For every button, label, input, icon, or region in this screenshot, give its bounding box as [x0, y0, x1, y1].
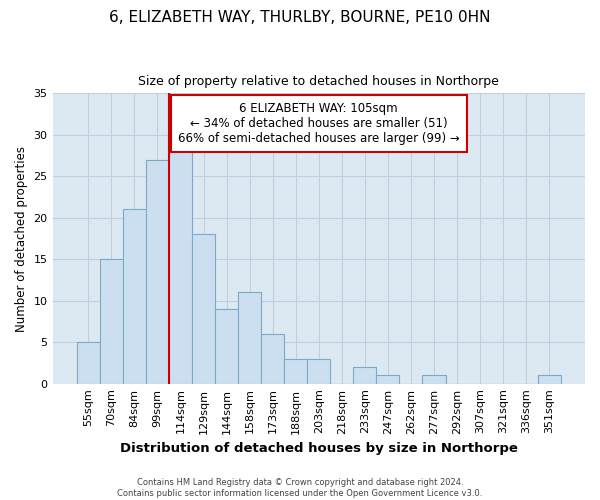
Bar [238, 292, 261, 384]
Text: Contains HM Land Registry data © Crown copyright and database right 2024.
Contai: Contains HM Land Registry data © Crown c… [118, 478, 482, 498]
Text: 6, ELIZABETH WAY, THURLBY, BOURNE, PE10 0HN: 6, ELIZABETH WAY, THURLBY, BOURNE, PE10 … [109, 10, 491, 25]
Title: Size of property relative to detached houses in Northorpe: Size of property relative to detached ho… [139, 75, 499, 88]
Bar [169, 152, 192, 384]
Bar [261, 334, 284, 384]
Bar [422, 376, 446, 384]
Text: 6 ELIZABETH WAY: 105sqm
← 34% of detached houses are smaller (51)
66% of semi-de: 6 ELIZABETH WAY: 105sqm ← 34% of detache… [178, 102, 460, 145]
Bar [215, 309, 238, 384]
Bar [146, 160, 169, 384]
Bar [123, 210, 146, 384]
Bar [538, 376, 561, 384]
Bar [353, 367, 376, 384]
X-axis label: Distribution of detached houses by size in Northorpe: Distribution of detached houses by size … [120, 442, 518, 455]
Bar [77, 342, 100, 384]
Bar [192, 234, 215, 384]
Bar [284, 359, 307, 384]
Bar [100, 259, 123, 384]
Bar [307, 359, 330, 384]
Y-axis label: Number of detached properties: Number of detached properties [15, 146, 28, 332]
Bar [376, 376, 400, 384]
